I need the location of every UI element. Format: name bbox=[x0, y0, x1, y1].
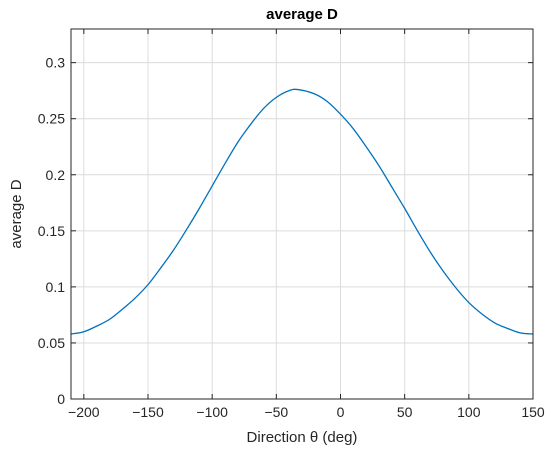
y-tick-label: 0.2 bbox=[46, 167, 66, 183]
y-tick-label: 0.15 bbox=[38, 223, 65, 239]
x-tick-label: 0 bbox=[337, 404, 345, 420]
y-axis: 0 0.05 0.1 0.15 0.2 0.25 0.3 bbox=[38, 55, 533, 407]
plot-area bbox=[70, 88, 534, 335]
x-tick-label: −50 bbox=[264, 404, 288, 420]
x-tick-label: −100 bbox=[196, 404, 228, 420]
grid bbox=[71, 29, 534, 400]
y-tick-label: 0.25 bbox=[38, 111, 65, 127]
x-axis: −200 −150 −100 −50 0 50 100 150 bbox=[68, 29, 545, 420]
x-tick-label: 150 bbox=[521, 404, 545, 420]
y-tick-label: 0.05 bbox=[38, 335, 65, 351]
x-tick-label: 100 bbox=[457, 404, 481, 420]
x-tick-label: 50 bbox=[397, 404, 413, 420]
y-tick-label: 0 bbox=[57, 391, 65, 407]
x-axis-label: Direction θ (deg) bbox=[247, 429, 358, 446]
series-line bbox=[70, 88, 534, 335]
x-tick-label: −150 bbox=[132, 404, 164, 420]
y-tick-label: 0.1 bbox=[46, 279, 66, 295]
y-tick-label: 0.3 bbox=[46, 55, 66, 71]
x-tick-label: −200 bbox=[68, 404, 100, 420]
axes-frame bbox=[70, 28, 534, 400]
y-axis-label: average D bbox=[8, 179, 25, 248]
chart-title: average D bbox=[266, 6, 338, 23]
